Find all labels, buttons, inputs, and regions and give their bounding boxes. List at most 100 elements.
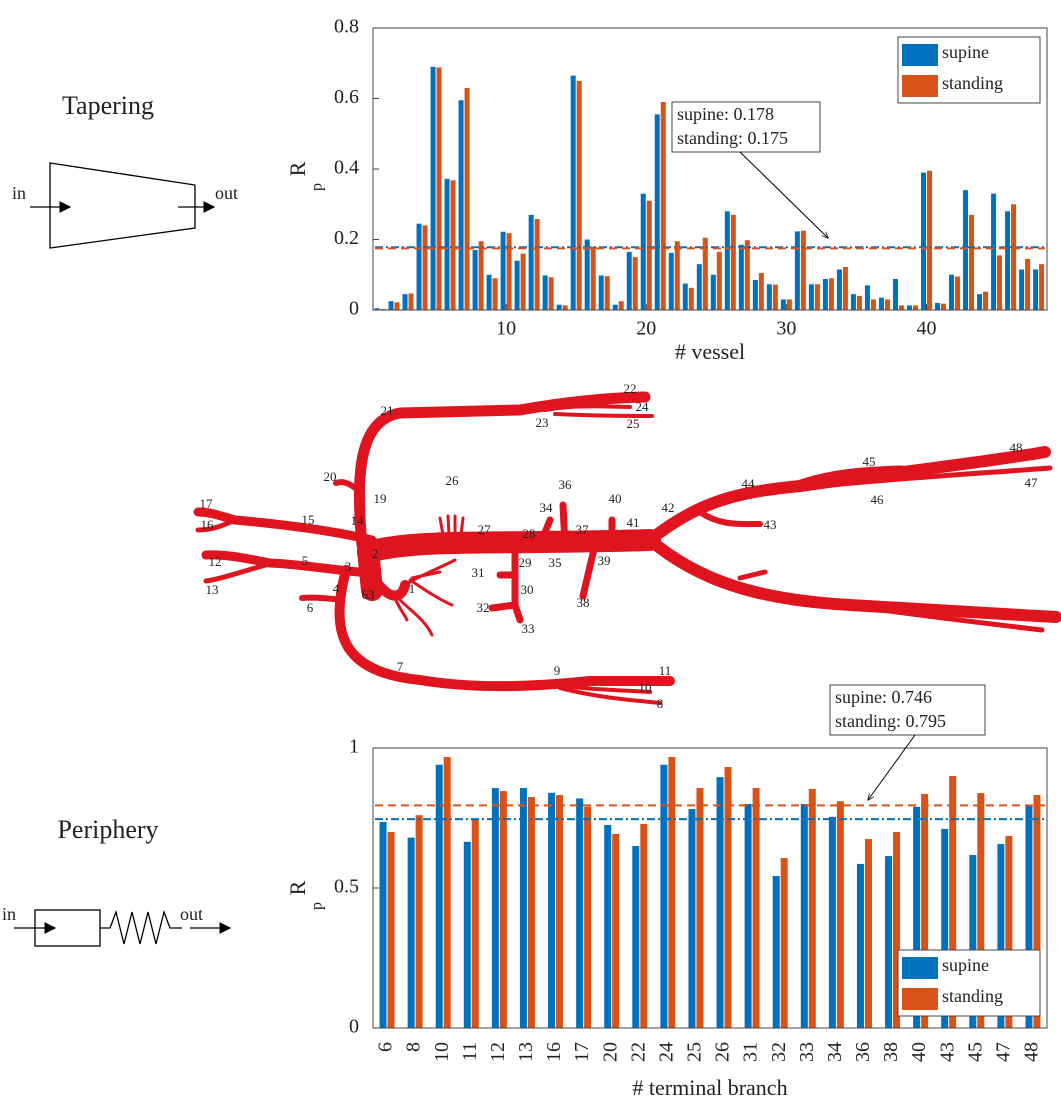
bar	[856, 863, 864, 1028]
vessel-number: 24	[636, 399, 650, 414]
bar	[842, 266, 848, 310]
bar	[514, 260, 520, 310]
x-tick-label: 45	[964, 1042, 986, 1062]
y-tick-label: 0	[349, 1016, 359, 1038]
bar	[584, 806, 592, 1028]
vessel-number: 46	[871, 492, 885, 507]
plot-frame	[372, 747, 1048, 1029]
bar	[590, 246, 596, 310]
x-tick-label: 43	[936, 1042, 958, 1062]
bar	[794, 231, 800, 310]
bar	[486, 274, 492, 310]
bar	[800, 230, 806, 310]
bar	[941, 828, 949, 1028]
x-tick-label: 25	[684, 1042, 706, 1062]
bar	[387, 832, 395, 1028]
bar	[548, 277, 554, 310]
bar	[542, 275, 548, 310]
x-axis-label: # vessel	[675, 339, 745, 364]
bar	[1033, 795, 1041, 1028]
y-axis-label-sub: p	[309, 183, 326, 191]
bar	[878, 297, 884, 310]
vessel-tree	[193, 391, 1061, 705]
bar	[668, 756, 676, 1028]
bar	[1025, 805, 1033, 1028]
vessel-number: 16	[201, 517, 215, 532]
x-tick-label: 31	[740, 1042, 762, 1062]
bar	[921, 793, 929, 1028]
vessel-number: 6	[307, 600, 314, 615]
bar	[660, 102, 666, 311]
legend-label: standing	[942, 73, 1003, 93]
vessel-number: 34	[540, 500, 554, 515]
vessel-number: 11	[659, 663, 672, 678]
bar	[941, 303, 947, 310]
bar	[772, 875, 780, 1028]
in-label: in	[2, 904, 16, 924]
bar	[380, 308, 386, 310]
vessel-number: 63	[362, 587, 375, 602]
bar	[458, 100, 464, 310]
vessel-number: 32	[477, 600, 490, 615]
out-label: out	[215, 183, 238, 203]
vessel-number: 28	[523, 526, 536, 541]
vessel-number: 30	[521, 582, 534, 597]
x-tick-label: 36	[852, 1042, 874, 1062]
vessel-number: 44	[742, 476, 756, 491]
x-tick-label: 6	[375, 1042, 397, 1052]
legend-swatch	[902, 75, 938, 97]
x-tick-label: 32	[768, 1042, 790, 1062]
bar	[752, 280, 758, 310]
bar	[724, 211, 730, 310]
plot-frame	[372, 27, 1048, 311]
legend-swatch	[902, 988, 938, 1010]
bar	[772, 284, 778, 310]
bar	[436, 67, 442, 310]
bar	[506, 233, 512, 310]
bar	[949, 274, 955, 310]
y-tick-label: 0.2	[334, 227, 359, 249]
x-tick-label: 34	[824, 1042, 846, 1062]
bar	[450, 180, 456, 310]
vessel-number: 33	[522, 621, 535, 636]
bar	[435, 764, 443, 1028]
legend-label: supine	[942, 42, 989, 62]
legend-swatch	[902, 957, 938, 979]
bar	[570, 75, 576, 311]
bar	[786, 299, 792, 310]
bar	[828, 816, 836, 1028]
vessel-number: 19	[374, 491, 387, 506]
bar	[864, 839, 872, 1028]
vessel-number: 1	[409, 581, 416, 596]
x-tick-label: 40	[908, 1042, 930, 1062]
annotation-arrow	[739, 151, 828, 238]
vessel-number: 4	[333, 581, 340, 596]
vessel-number: 42	[662, 500, 675, 515]
vessel-number: 7	[397, 659, 404, 674]
bar	[576, 798, 584, 1028]
x-tick-label: 48	[1021, 1042, 1043, 1062]
bar	[710, 274, 716, 310]
bar	[780, 299, 786, 310]
bar	[1005, 835, 1013, 1028]
annotation-text: supine: 0.746	[835, 687, 932, 707]
bar	[519, 788, 527, 1028]
x-tick-label: 16	[543, 1042, 565, 1062]
bar	[688, 809, 696, 1028]
x-tick-label: 24	[655, 1042, 677, 1062]
y-axis-label: R	[285, 161, 310, 176]
bar	[388, 301, 394, 310]
bar	[977, 793, 985, 1028]
bar	[443, 756, 451, 1028]
bar	[955, 276, 961, 310]
vessel-number: 25	[627, 416, 640, 431]
x-tick-label: 20	[599, 1042, 621, 1062]
y-axis-label: R	[285, 880, 310, 895]
bar	[492, 278, 498, 310]
bar	[464, 87, 470, 310]
vessel-number: 39	[598, 553, 611, 568]
x-tick-label: 13	[515, 1042, 537, 1062]
x-tick-label: 26	[712, 1042, 734, 1062]
bar	[548, 792, 556, 1028]
